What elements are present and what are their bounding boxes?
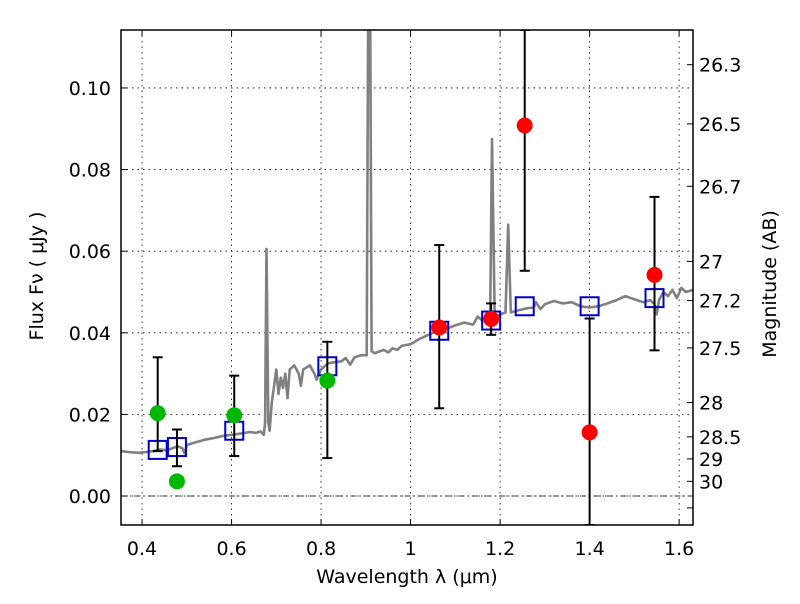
y-tick-label: 0.10 xyxy=(69,78,111,100)
y2-tick-label: 27 xyxy=(699,251,723,273)
y2-tick-label: 28.5 xyxy=(699,427,741,449)
observed-data-point xyxy=(149,405,166,422)
x-tick-label: 1.2 xyxy=(485,538,515,560)
y-tick-label: 0.02 xyxy=(69,404,111,426)
x-tick-label: 0.8 xyxy=(306,538,336,560)
y-tick-label: 0.08 xyxy=(69,160,111,182)
y-tick-label: 0.04 xyxy=(69,323,111,345)
x-tick-label: 1.4 xyxy=(575,538,605,560)
axes-frame xyxy=(120,29,694,526)
y2-tick-label: 26.3 xyxy=(699,55,741,77)
y-tick-label: 0.06 xyxy=(69,241,111,263)
y2-tick-label: 26.7 xyxy=(699,176,741,198)
observed-data-point xyxy=(646,266,663,283)
observed-data-point xyxy=(483,310,500,327)
model-photometry-square xyxy=(514,296,535,317)
model-photometry-square xyxy=(579,296,600,317)
observed-data-point xyxy=(581,424,598,441)
grid xyxy=(121,30,693,525)
y2-tick-label: 30 xyxy=(699,471,723,493)
x-tick-label: 0.4 xyxy=(127,538,157,560)
x-tick-label: 1.6 xyxy=(664,538,694,560)
observed-data-point xyxy=(319,372,336,389)
spectrum-line xyxy=(121,30,693,455)
x-tick-label: 1 xyxy=(405,538,417,560)
observed-data-point xyxy=(226,407,243,424)
y2-tick-label: 28 xyxy=(699,393,723,415)
y-tick-label: 0.00 xyxy=(69,486,111,508)
y2-axis-title: Magnitude (AB) xyxy=(759,210,781,358)
axis-tick-labels: 0.4 0.6 0.8 1 1.2 1.4 1.6 0.00 0.02 0.04 0.06 0.08 0… xyxy=(69,55,742,560)
y2-tick-label: 26.5 xyxy=(699,114,741,136)
x-tick-label: 0.6 xyxy=(216,538,246,560)
y2-tick-label: 27.2 xyxy=(699,291,741,313)
plot-area xyxy=(121,30,693,525)
x-axis-title: Wavelength λ (μm) xyxy=(316,566,497,588)
y2-tick-label: 29 xyxy=(699,449,723,471)
axis-ticks xyxy=(121,30,693,525)
observed-data-point xyxy=(516,117,533,134)
observed-data-point xyxy=(168,473,185,490)
observed-data-point xyxy=(431,319,448,336)
y-axis-title: Flux Fν ( μJy ) xyxy=(26,212,48,341)
y2-tick-label: 27.5 xyxy=(699,338,741,360)
